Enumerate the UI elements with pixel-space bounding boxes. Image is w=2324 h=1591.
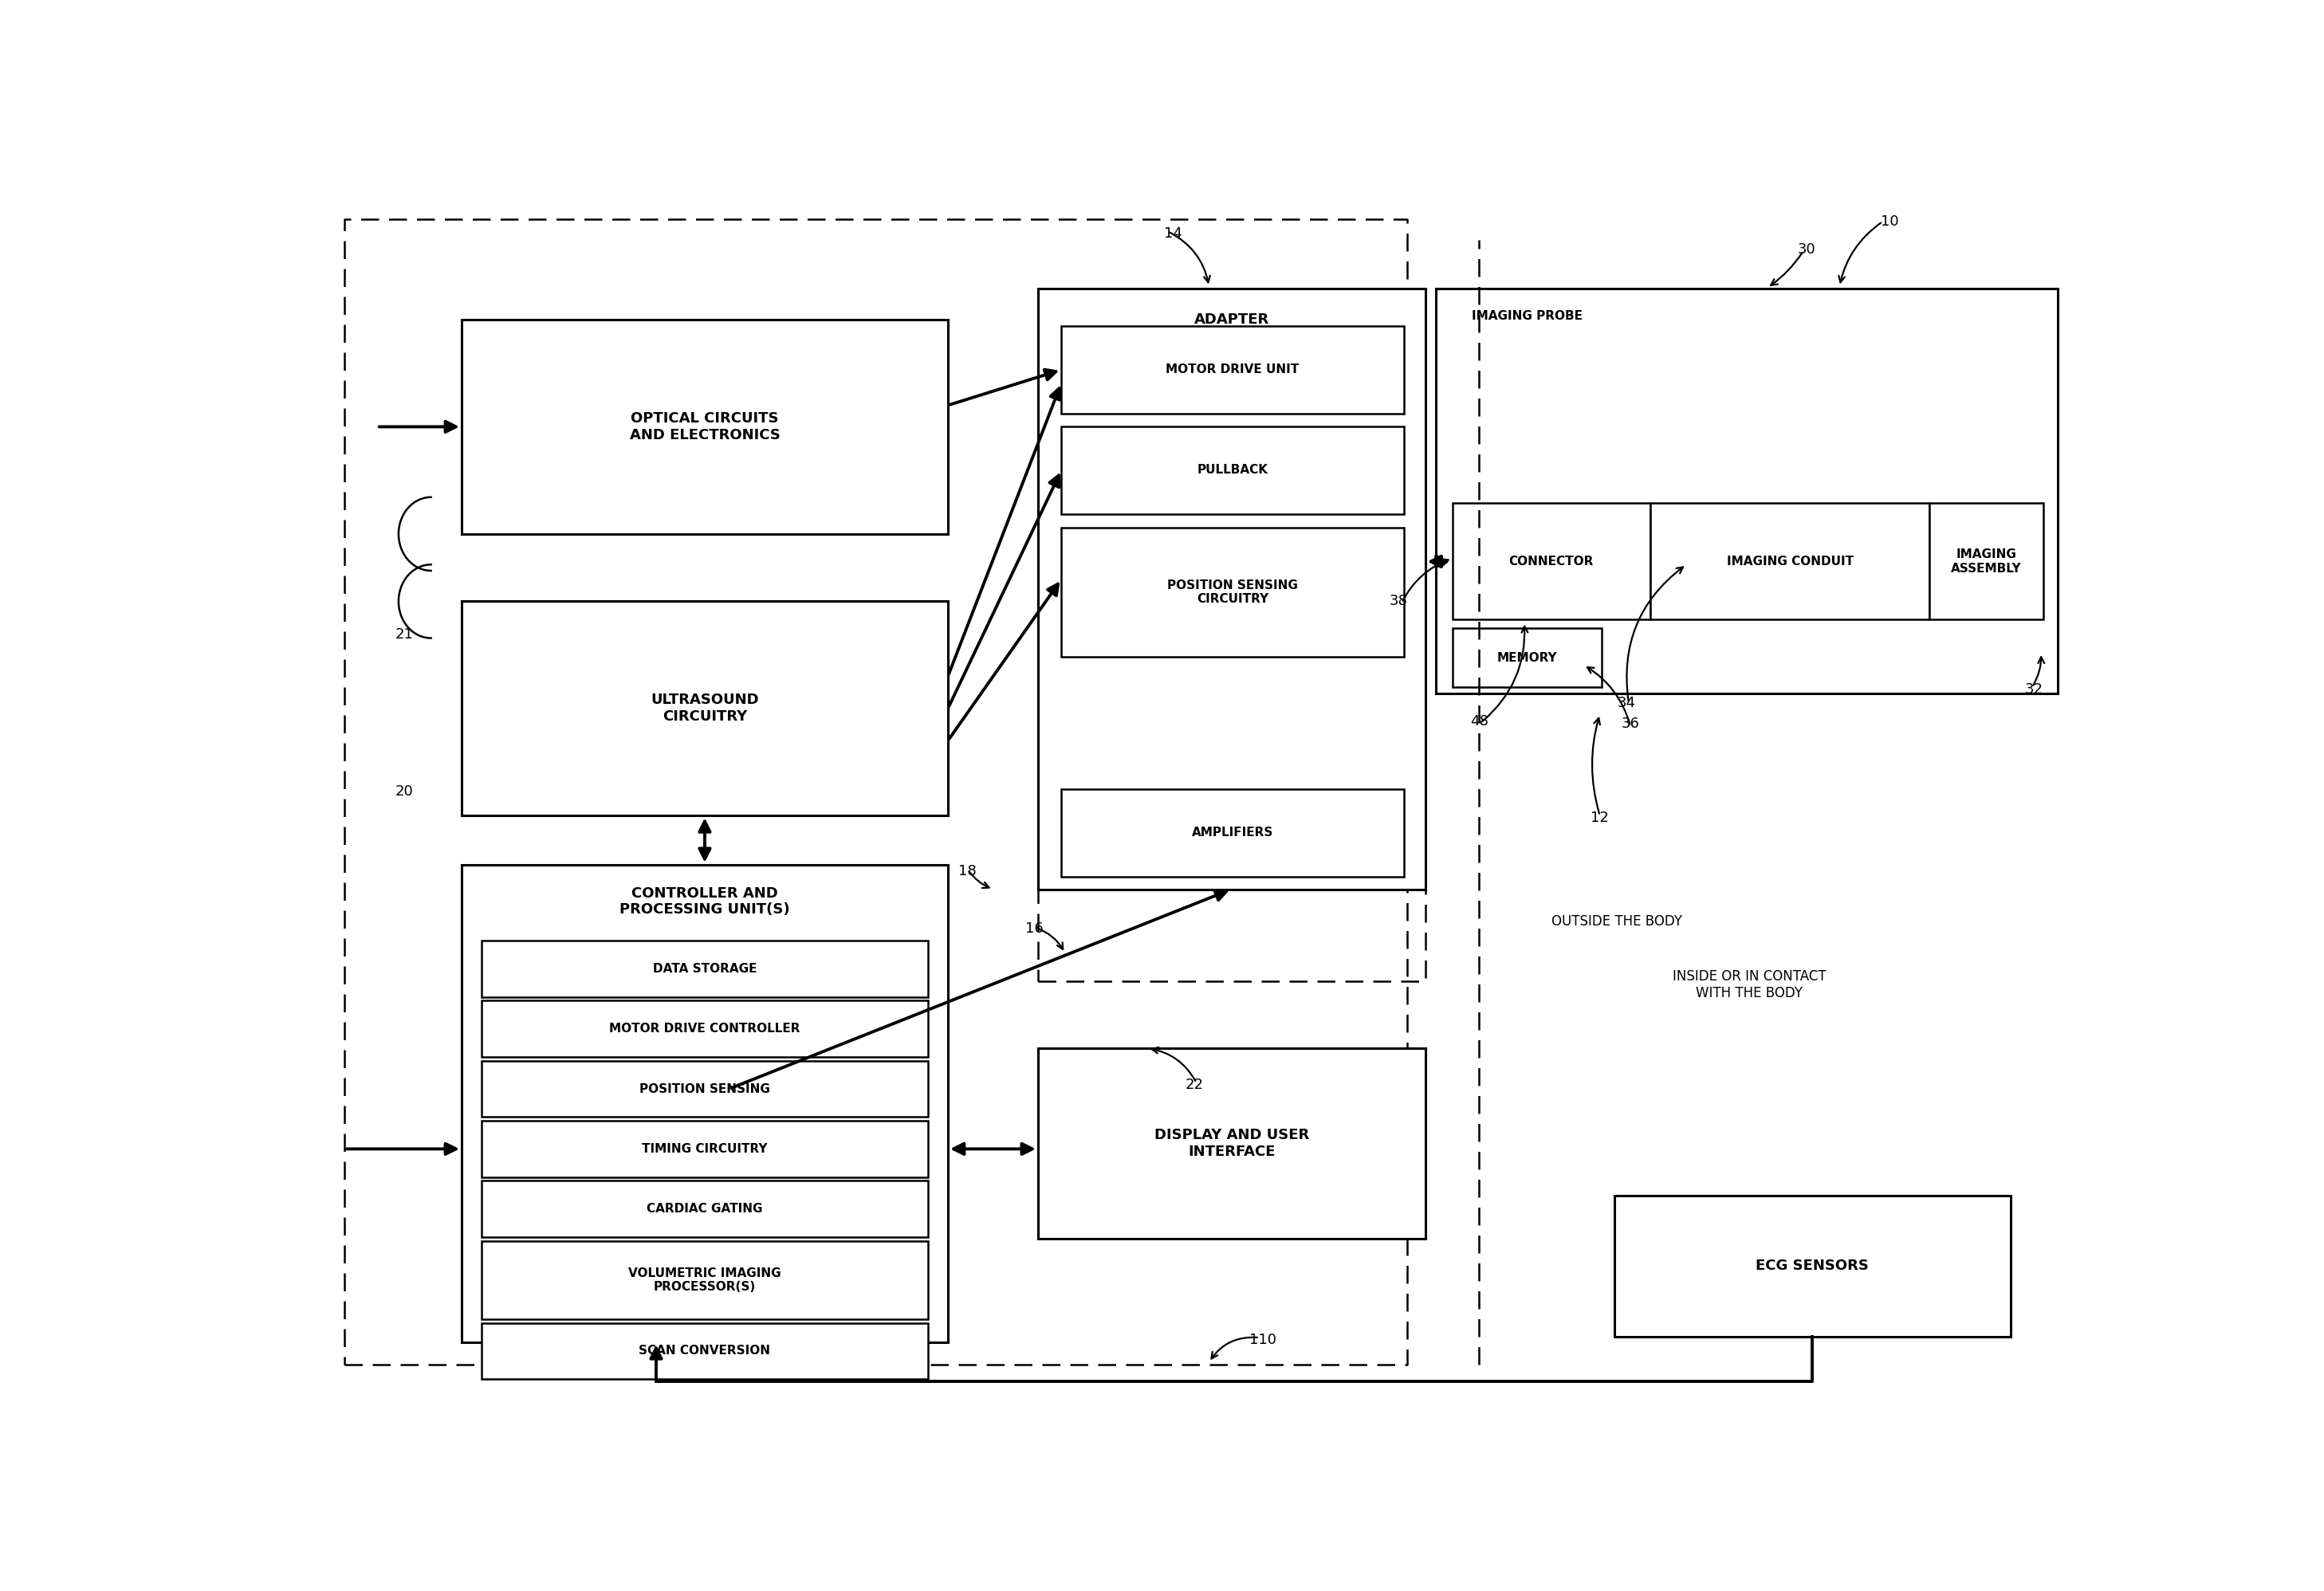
Text: AMPLIFIERS: AMPLIFIERS [1192, 827, 1274, 838]
FancyBboxPatch shape [481, 1181, 927, 1238]
FancyBboxPatch shape [1615, 1195, 2010, 1336]
Text: CONTROLLER AND
PROCESSING UNIT(S): CONTROLLER AND PROCESSING UNIT(S) [621, 886, 790, 916]
Text: 38: 38 [1390, 593, 1408, 608]
Text: MOTOR DRIVE CONTROLLER: MOTOR DRIVE CONTROLLER [609, 1023, 799, 1034]
Text: 12: 12 [1592, 811, 1608, 826]
Text: IMAGING PROBE: IMAGING PROBE [1471, 310, 1583, 321]
Text: OUTSIDE THE BODY: OUTSIDE THE BODY [1550, 913, 1683, 928]
Text: 10: 10 [1880, 215, 1899, 229]
Text: 30: 30 [1799, 242, 1815, 256]
FancyBboxPatch shape [1062, 326, 1404, 414]
Text: IMAGING CONDUIT: IMAGING CONDUIT [1727, 555, 1852, 568]
Text: POSITION SENSING
CIRCUITRY: POSITION SENSING CIRCUITRY [1167, 579, 1297, 605]
Text: DISPLAY AND USER
INTERFACE: DISPLAY AND USER INTERFACE [1155, 1128, 1308, 1158]
Text: IMAGING
ASSEMBLY: IMAGING ASSEMBLY [1950, 549, 2022, 574]
Text: 48: 48 [1471, 714, 1487, 729]
Text: 36: 36 [1622, 716, 1641, 730]
Text: INSIDE OR IN CONTACT
WITH THE BODY: INSIDE OR IN CONTACT WITH THE BODY [1673, 969, 1827, 1001]
Text: OPTICAL CIRCUITS
AND ELECTRONICS: OPTICAL CIRCUITS AND ELECTRONICS [630, 412, 781, 442]
Text: SCAN CONVERSION: SCAN CONVERSION [639, 1344, 772, 1357]
FancyBboxPatch shape [1039, 290, 1425, 889]
Text: VOLUMETRIC IMAGING
PROCESSOR(S): VOLUMETRIC IMAGING PROCESSOR(S) [627, 1266, 781, 1293]
FancyBboxPatch shape [481, 1241, 927, 1319]
FancyBboxPatch shape [1062, 528, 1404, 657]
Text: CARDIAC GATING: CARDIAC GATING [646, 1203, 762, 1216]
FancyBboxPatch shape [481, 1120, 927, 1177]
Text: TIMING CIRCUITRY: TIMING CIRCUITRY [641, 1142, 767, 1155]
Text: PULLBACK: PULLBACK [1197, 465, 1269, 476]
Text: 21: 21 [395, 627, 414, 641]
FancyBboxPatch shape [462, 866, 948, 1343]
FancyBboxPatch shape [481, 1322, 927, 1379]
Text: 22: 22 [1185, 1079, 1204, 1093]
Text: MEMORY: MEMORY [1497, 652, 1557, 663]
FancyBboxPatch shape [481, 940, 927, 998]
Text: ECG SENSORS: ECG SENSORS [1757, 1258, 1868, 1273]
FancyBboxPatch shape [1929, 503, 2043, 620]
Text: MOTOR DRIVE UNIT: MOTOR DRIVE UNIT [1167, 364, 1299, 375]
FancyBboxPatch shape [1452, 503, 1650, 620]
Text: 18: 18 [957, 864, 976, 878]
FancyBboxPatch shape [1650, 503, 1929, 620]
Text: 16: 16 [1025, 921, 1043, 936]
Text: 32: 32 [2024, 683, 2043, 697]
Text: ULTRASOUND
CIRCUITRY: ULTRASOUND CIRCUITRY [651, 694, 760, 724]
Text: DATA STORAGE: DATA STORAGE [653, 963, 758, 975]
Text: POSITION SENSING: POSITION SENSING [639, 1083, 769, 1095]
FancyBboxPatch shape [462, 320, 948, 535]
Text: 110: 110 [1250, 1333, 1276, 1348]
FancyBboxPatch shape [1452, 628, 1601, 687]
FancyBboxPatch shape [1062, 426, 1404, 514]
FancyBboxPatch shape [1039, 1048, 1425, 1238]
Text: 14: 14 [1164, 226, 1183, 240]
Text: 34: 34 [1618, 695, 1636, 710]
FancyBboxPatch shape [1062, 789, 1404, 877]
Text: 20: 20 [395, 784, 414, 799]
Text: CONNECTOR: CONNECTOR [1508, 555, 1594, 568]
FancyBboxPatch shape [481, 1001, 927, 1056]
FancyBboxPatch shape [1436, 290, 2057, 694]
Text: ADAPTER: ADAPTER [1195, 312, 1269, 326]
FancyBboxPatch shape [462, 601, 948, 816]
FancyBboxPatch shape [481, 1061, 927, 1117]
